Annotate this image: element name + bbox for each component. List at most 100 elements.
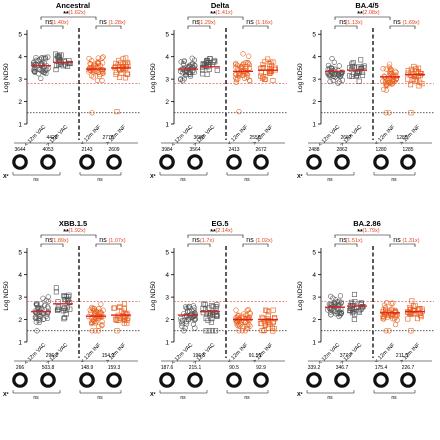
fold-change-vac: (1.51x) <box>345 238 362 244</box>
data-point <box>45 298 52 305</box>
y-tick-label: 5 <box>18 250 22 257</box>
gmt-value: 215.1 <box>189 365 202 371</box>
data-point <box>112 64 118 70</box>
gmt-value: 90.5 <box>229 365 239 371</box>
data-point <box>388 67 394 73</box>
fold-change-top: (1.62x) <box>68 10 85 16</box>
data-point <box>350 309 356 315</box>
data-point <box>382 309 389 315</box>
gmt-value: 226.7 <box>402 365 415 371</box>
data-point <box>178 318 184 324</box>
data-point <box>208 319 214 325</box>
data-point <box>405 68 411 74</box>
bracket-vac <box>40 25 64 29</box>
proportion-ring <box>106 372 122 388</box>
data-point <box>330 73 336 79</box>
data-point <box>40 295 46 301</box>
data-point <box>186 71 193 77</box>
data-point <box>45 304 51 310</box>
bracket-inf <box>242 243 269 247</box>
data-point <box>237 323 243 329</box>
data-point <box>206 310 212 316</box>
data-point <box>259 75 265 81</box>
data-point <box>260 315 266 321</box>
data-point <box>67 306 73 312</box>
gmt-value: 1285 <box>402 147 413 153</box>
data-point <box>124 71 130 77</box>
data-point <box>262 321 268 327</box>
chi-square-label: X² <box>297 391 303 398</box>
chi-square-label: X² <box>150 391 156 398</box>
panel-title: Delta <box>211 1 230 10</box>
data-point <box>98 310 104 316</box>
ns-label-inf: ns <box>393 237 401 244</box>
gmt-value: 346.7 <box>336 365 349 371</box>
data-point <box>187 73 194 80</box>
chi-result-inf: ns <box>244 177 250 183</box>
significance-stars: ** <box>357 11 363 18</box>
significance-stars: ** <box>63 11 69 18</box>
data-point <box>34 328 40 334</box>
data-point <box>380 86 387 93</box>
gmt-value: 159.3 <box>108 365 121 371</box>
data-point <box>242 328 248 334</box>
data-point <box>419 81 425 87</box>
data-point <box>233 60 239 67</box>
y-tick-label: 3 <box>312 295 316 302</box>
bracket-top <box>334 234 391 238</box>
data-point <box>236 322 242 328</box>
proportion-ring <box>79 372 95 388</box>
fold-change-top: (1.92x) <box>68 228 85 234</box>
y-tick-label: 1 <box>165 340 169 347</box>
gmt-value: 266 <box>16 365 25 371</box>
data-point <box>388 71 394 77</box>
data-point <box>236 73 242 79</box>
proportion-ring <box>226 372 242 388</box>
data-point <box>53 51 59 57</box>
data-point <box>386 64 392 70</box>
data-point <box>418 71 424 77</box>
gmt-value: 148.9 <box>81 365 94 371</box>
data-point <box>214 67 220 73</box>
y-axis-label: Log ND50 <box>150 63 157 93</box>
data-point <box>234 62 240 68</box>
data-point <box>181 76 188 82</box>
data-point <box>95 328 101 334</box>
data-point <box>266 309 272 315</box>
data-point <box>61 316 67 322</box>
data-point <box>387 61 393 67</box>
data-point <box>200 71 206 77</box>
chi-bracket-inf <box>373 390 416 394</box>
data-point <box>358 306 364 312</box>
data-point <box>356 64 362 70</box>
fold-change-inf: (1.02x) <box>255 238 272 244</box>
data-point <box>32 315 38 321</box>
gmt-value: 187.6 <box>161 365 174 371</box>
data-point <box>210 304 216 310</box>
data-point <box>347 73 353 79</box>
data-point <box>263 307 269 313</box>
y-tick-label: 3 <box>165 295 169 302</box>
data-point <box>388 70 395 76</box>
data-point <box>121 306 127 312</box>
data-point <box>190 67 196 74</box>
data-point <box>408 66 414 72</box>
data-point <box>33 57 39 63</box>
data-point <box>64 297 70 303</box>
data-point <box>42 54 48 60</box>
data-point <box>383 87 389 93</box>
chi-square-label: X² <box>3 391 9 398</box>
gmt-value: 2609 <box>108 147 119 153</box>
data-point <box>181 58 187 64</box>
chi-bracket-inf <box>226 172 269 176</box>
data-point <box>388 313 394 320</box>
gmt-pair-inf: 2558 <box>249 135 260 141</box>
data-point <box>177 77 184 83</box>
panel-title: BA.2.86 <box>353 219 381 228</box>
chi-bracket-vac <box>159 390 208 394</box>
data-point <box>209 316 215 322</box>
data-point <box>326 305 333 311</box>
data-point <box>383 82 389 88</box>
